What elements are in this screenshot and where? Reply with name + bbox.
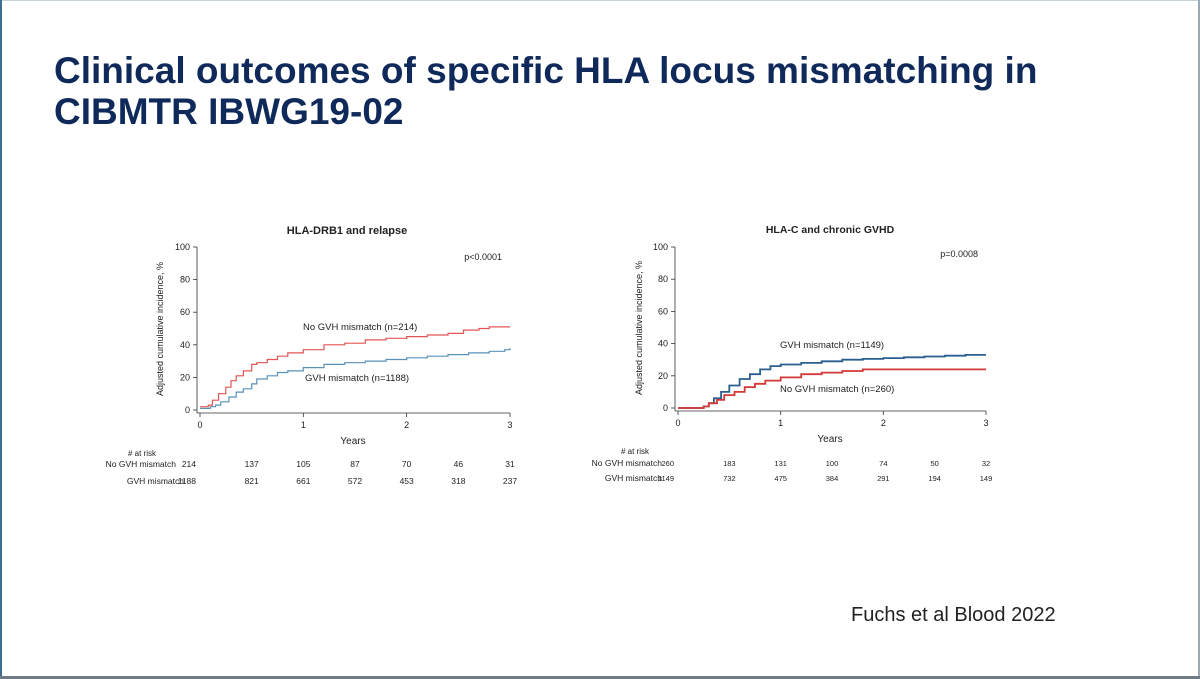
series-line-0 <box>200 326 510 408</box>
series-line-1 <box>200 348 511 409</box>
chart-title: HLA-DRB1 and relapse <box>287 225 407 237</box>
series-label-no-gvh: No GVH mismatch (n=214) <box>303 322 417 333</box>
at-risk-value: 50 <box>930 459 938 468</box>
at-risk-value: 318 <box>451 476 465 486</box>
at-risk-value: 131 <box>774 459 787 468</box>
citation: Fuchs et al Blood 2022 <box>851 604 1056 626</box>
series-label-gvh: GVH mismatch (n=1188) <box>305 373 409 384</box>
x-tick-label: 1 <box>778 418 783 428</box>
y-tick-label: 20 <box>180 372 190 382</box>
at-risk-value: 183 <box>723 459 736 468</box>
at-risk-value: 821 <box>245 476 259 486</box>
y-axis-label: Adjusted cumulative incidence, % <box>155 262 165 396</box>
at-risk-label-gvh: GVH mismatch <box>605 473 662 483</box>
at-risk-heading: # at risk <box>621 447 650 456</box>
frame-bottom <box>0 676 1200 679</box>
y-tick-label: 80 <box>658 274 668 284</box>
at-risk-label-gvh: GVH mismatch <box>127 476 184 486</box>
chart-title: HLA-C and chronic GVHD <box>766 224 895 236</box>
x-tick-label: 0 <box>675 418 680 428</box>
y-tick-label: 80 <box>180 275 190 285</box>
y-tick-label: 40 <box>658 339 668 349</box>
at-risk-value: 32 <box>982 459 990 468</box>
at-risk-value: 137 <box>245 459 259 469</box>
y-tick-label: 40 <box>180 340 190 350</box>
p-value: p=0.0008 <box>940 249 978 259</box>
y-axis-label: Adjusted cumulative incidence, % <box>634 261 644 395</box>
at-risk-value: 1149 <box>658 474 674 483</box>
at-risk-value: 87 <box>350 459 360 469</box>
y-tick-label: 100 <box>653 242 668 252</box>
series-line-1 <box>678 368 986 409</box>
at-risk-heading: # at risk <box>128 449 157 458</box>
x-tick-label: 2 <box>404 420 409 430</box>
at-risk-value: 105 <box>296 459 310 469</box>
at-risk-value: 1188 <box>178 476 197 486</box>
y-tick-label: 60 <box>180 307 190 317</box>
slide-title: Clinical outcomes of specific HLA locus … <box>54 50 1038 132</box>
chart-hla-drb1-relapse: HLA-DRB1 and relapse p<0.0001 Adjusted c… <box>106 225 518 486</box>
x-tick-label: 1 <box>301 420 306 430</box>
at-risk-value: 661 <box>296 476 310 486</box>
x-tick-label: 2 <box>881 418 886 428</box>
at-risk-value: 74 <box>879 459 887 468</box>
at-risk-label-no-gvh: No GVH mismatch <box>592 458 663 468</box>
x-tick-label: 0 <box>197 420 202 430</box>
p-value: p<0.0001 <box>464 252 502 262</box>
frame-left-accent <box>0 0 2 679</box>
at-risk-value: 260 <box>661 459 674 468</box>
at-risk-value: 475 <box>774 474 787 483</box>
at-risk-value: 572 <box>348 476 362 486</box>
at-risk-value: 453 <box>400 476 414 486</box>
at-risk-value: 100 <box>826 459 839 468</box>
at-risk-value: 149 <box>980 474 993 483</box>
y-tick-label: 0 <box>663 403 668 413</box>
at-risk-value: 46 <box>454 459 464 469</box>
series-label-gvh: GVH mismatch (n=1149) <box>780 340 884 351</box>
x-axis-label: Years <box>340 436 365 447</box>
at-risk-value: 732 <box>723 474 736 483</box>
at-risk-value: 194 <box>928 474 941 483</box>
at-risk-label-no-gvh: No GVH mismatch <box>106 459 177 469</box>
frame-top <box>0 0 1200 1</box>
y-tick-label: 0 <box>185 405 190 415</box>
at-risk-value: 214 <box>182 459 196 469</box>
x-tick-label: 3 <box>507 420 512 430</box>
chart-hla-c-chronic-gvhd: HLA-C and chronic GVHD p=0.0008 Adjusted… <box>592 224 993 483</box>
x-tick-label: 3 <box>983 418 988 428</box>
at-risk-value: 70 <box>402 459 412 469</box>
x-axis-label: Years <box>817 434 842 445</box>
at-risk-value: 31 <box>505 459 515 469</box>
y-tick-label: 100 <box>175 242 190 252</box>
y-tick-label: 20 <box>658 371 668 381</box>
at-risk-value: 237 <box>503 476 517 486</box>
at-risk-value: 291 <box>877 474 890 483</box>
y-tick-label: 60 <box>658 306 668 316</box>
frame-right <box>1198 0 1200 679</box>
series-label-no-gvh: No GVH mismatch (n=260) <box>780 384 894 395</box>
at-risk-value: 384 <box>826 474 839 483</box>
